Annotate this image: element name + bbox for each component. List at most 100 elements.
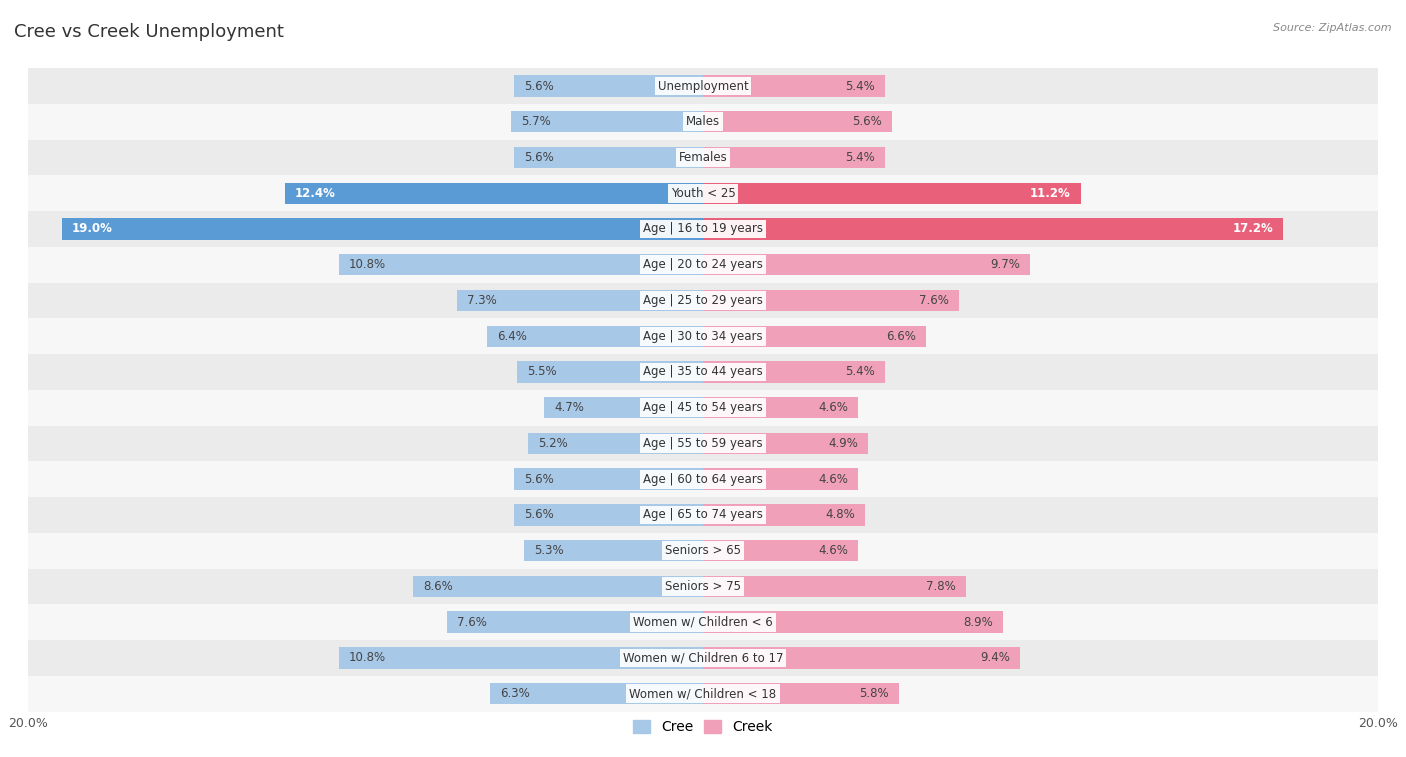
Text: 5.3%: 5.3%: [534, 544, 564, 557]
Text: 5.8%: 5.8%: [859, 687, 889, 700]
Bar: [703, 433, 869, 454]
Text: 5.6%: 5.6%: [524, 151, 554, 164]
Bar: [544, 397, 703, 419]
Bar: [703, 576, 966, 597]
Bar: [28, 533, 1378, 569]
Bar: [703, 326, 925, 347]
Bar: [28, 425, 1378, 461]
Bar: [703, 182, 1081, 204]
Text: 5.4%: 5.4%: [845, 151, 875, 164]
Text: 4.7%: 4.7%: [554, 401, 585, 414]
Text: 5.7%: 5.7%: [520, 115, 551, 128]
Text: 4.6%: 4.6%: [818, 472, 848, 486]
Text: 5.4%: 5.4%: [845, 79, 875, 92]
Text: 6.4%: 6.4%: [498, 330, 527, 343]
Bar: [28, 282, 1378, 319]
Text: Source: ZipAtlas.com: Source: ZipAtlas.com: [1274, 23, 1392, 33]
Bar: [703, 361, 886, 383]
Text: 9.4%: 9.4%: [980, 652, 1010, 665]
Text: 5.6%: 5.6%: [524, 472, 554, 486]
Bar: [28, 461, 1378, 497]
Text: 5.5%: 5.5%: [527, 366, 557, 378]
Text: 4.6%: 4.6%: [818, 544, 848, 557]
Bar: [515, 147, 703, 168]
Bar: [28, 211, 1378, 247]
Bar: [28, 604, 1378, 640]
Bar: [28, 68, 1378, 104]
Bar: [703, 290, 959, 311]
Bar: [62, 218, 703, 240]
Text: Age | 20 to 24 years: Age | 20 to 24 years: [643, 258, 763, 271]
Bar: [703, 647, 1021, 668]
Bar: [703, 504, 865, 525]
Text: 10.8%: 10.8%: [349, 258, 385, 271]
Bar: [515, 504, 703, 525]
Text: 6.6%: 6.6%: [886, 330, 915, 343]
Text: 8.6%: 8.6%: [423, 580, 453, 593]
Text: 7.6%: 7.6%: [920, 294, 949, 307]
Bar: [28, 104, 1378, 139]
Text: Age | 45 to 54 years: Age | 45 to 54 years: [643, 401, 763, 414]
Bar: [515, 469, 703, 490]
Text: 19.0%: 19.0%: [72, 223, 112, 235]
Bar: [339, 254, 703, 276]
Bar: [339, 647, 703, 668]
Bar: [703, 612, 1004, 633]
Text: 7.8%: 7.8%: [927, 580, 956, 593]
Text: Age | 16 to 19 years: Age | 16 to 19 years: [643, 223, 763, 235]
Bar: [527, 433, 703, 454]
Text: 4.6%: 4.6%: [818, 401, 848, 414]
Bar: [515, 75, 703, 97]
Bar: [703, 683, 898, 705]
Bar: [28, 676, 1378, 712]
Text: Women w/ Children < 18: Women w/ Children < 18: [630, 687, 776, 700]
Bar: [413, 576, 703, 597]
Bar: [524, 540, 703, 562]
Text: 7.3%: 7.3%: [467, 294, 496, 307]
Text: Males: Males: [686, 115, 720, 128]
Bar: [28, 390, 1378, 425]
Bar: [486, 326, 703, 347]
Text: Unemployment: Unemployment: [658, 79, 748, 92]
Bar: [28, 569, 1378, 604]
Bar: [703, 147, 886, 168]
Text: Age | 60 to 64 years: Age | 60 to 64 years: [643, 472, 763, 486]
Bar: [28, 497, 1378, 533]
Text: 8.9%: 8.9%: [963, 615, 993, 629]
Text: Women w/ Children < 6: Women w/ Children < 6: [633, 615, 773, 629]
Text: 12.4%: 12.4%: [295, 187, 336, 200]
Text: 9.7%: 9.7%: [990, 258, 1021, 271]
Bar: [28, 319, 1378, 354]
Text: 11.2%: 11.2%: [1031, 187, 1071, 200]
Bar: [703, 469, 858, 490]
Bar: [703, 540, 858, 562]
Text: 5.6%: 5.6%: [852, 115, 882, 128]
Bar: [28, 139, 1378, 176]
Bar: [491, 683, 703, 705]
Text: 5.2%: 5.2%: [537, 437, 568, 450]
Bar: [28, 640, 1378, 676]
Text: 6.3%: 6.3%: [501, 687, 530, 700]
Text: 7.6%: 7.6%: [457, 615, 486, 629]
Bar: [703, 397, 858, 419]
Text: Females: Females: [679, 151, 727, 164]
Bar: [703, 111, 891, 132]
Bar: [703, 218, 1284, 240]
Bar: [284, 182, 703, 204]
Bar: [447, 612, 703, 633]
Text: 5.4%: 5.4%: [845, 366, 875, 378]
Text: Age | 30 to 34 years: Age | 30 to 34 years: [643, 330, 763, 343]
Text: Seniors > 75: Seniors > 75: [665, 580, 741, 593]
Text: Youth < 25: Youth < 25: [671, 187, 735, 200]
Bar: [28, 176, 1378, 211]
Bar: [703, 254, 1031, 276]
Text: Cree vs Creek Unemployment: Cree vs Creek Unemployment: [14, 23, 284, 41]
Text: 5.6%: 5.6%: [524, 79, 554, 92]
Text: 4.8%: 4.8%: [825, 509, 855, 522]
Legend: Cree, Creek: Cree, Creek: [628, 715, 778, 740]
Text: Seniors > 65: Seniors > 65: [665, 544, 741, 557]
Text: 4.9%: 4.9%: [828, 437, 858, 450]
Text: Age | 35 to 44 years: Age | 35 to 44 years: [643, 366, 763, 378]
Bar: [457, 290, 703, 311]
Bar: [703, 75, 886, 97]
